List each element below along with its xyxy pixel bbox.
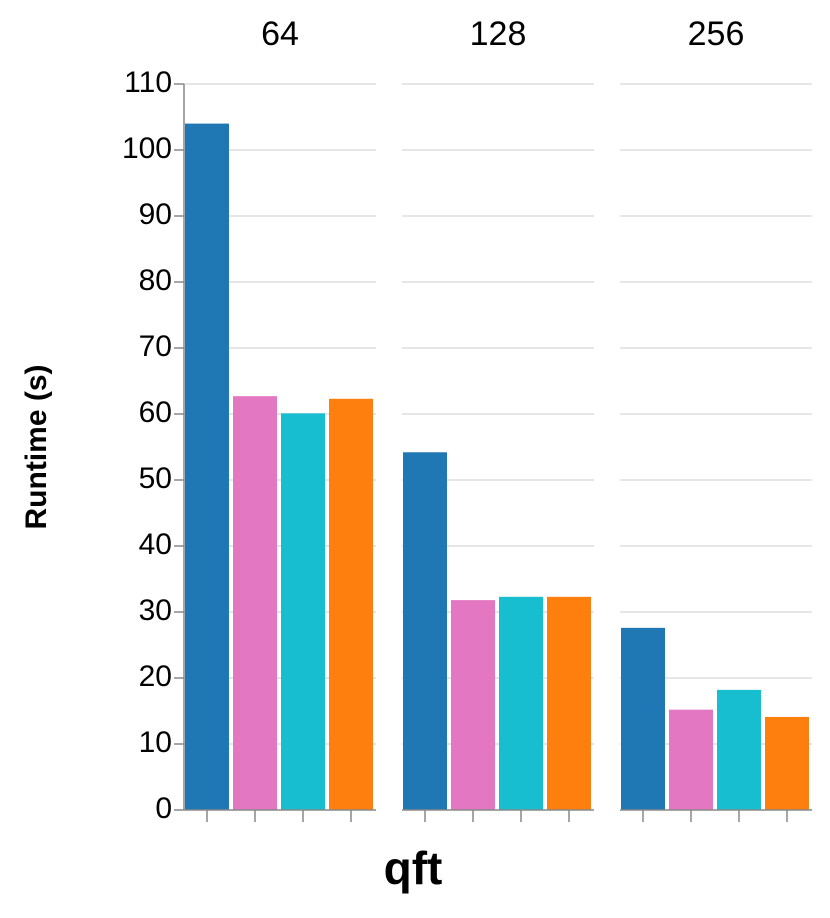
x-axis-title: qft: [384, 842, 443, 894]
y-tick-label: 70: [139, 330, 172, 363]
facet-title: 128: [470, 15, 527, 53]
y-tick-label: 90: [139, 198, 172, 231]
y-tick-label: 30: [139, 594, 172, 627]
bar: [233, 396, 277, 810]
bar: [669, 709, 713, 810]
y-tick-label: 50: [139, 462, 172, 495]
bar: [547, 596, 591, 810]
bar: [451, 600, 495, 810]
bar: [185, 123, 229, 811]
y-tick-label: 110: [124, 66, 172, 99]
bar: [765, 716, 809, 810]
bar: [717, 689, 761, 810]
bar: [621, 627, 665, 810]
y-tick-label: 0: [155, 792, 172, 825]
y-axis-title: Runtime (s): [20, 365, 53, 530]
bar: [499, 596, 543, 810]
y-tick-label: 80: [139, 264, 172, 297]
y-tick-label: 100: [122, 132, 172, 165]
y-tick-label: 40: [139, 528, 172, 561]
y-tick-label: 20: [139, 660, 172, 693]
bar: [403, 452, 447, 810]
facet-title: 64: [261, 15, 299, 53]
y-tick-label: 60: [139, 396, 172, 429]
bar: [281, 413, 325, 810]
bar: [329, 398, 373, 810]
y-tick-label: 10: [139, 726, 172, 759]
facet-title: 256: [688, 15, 745, 53]
